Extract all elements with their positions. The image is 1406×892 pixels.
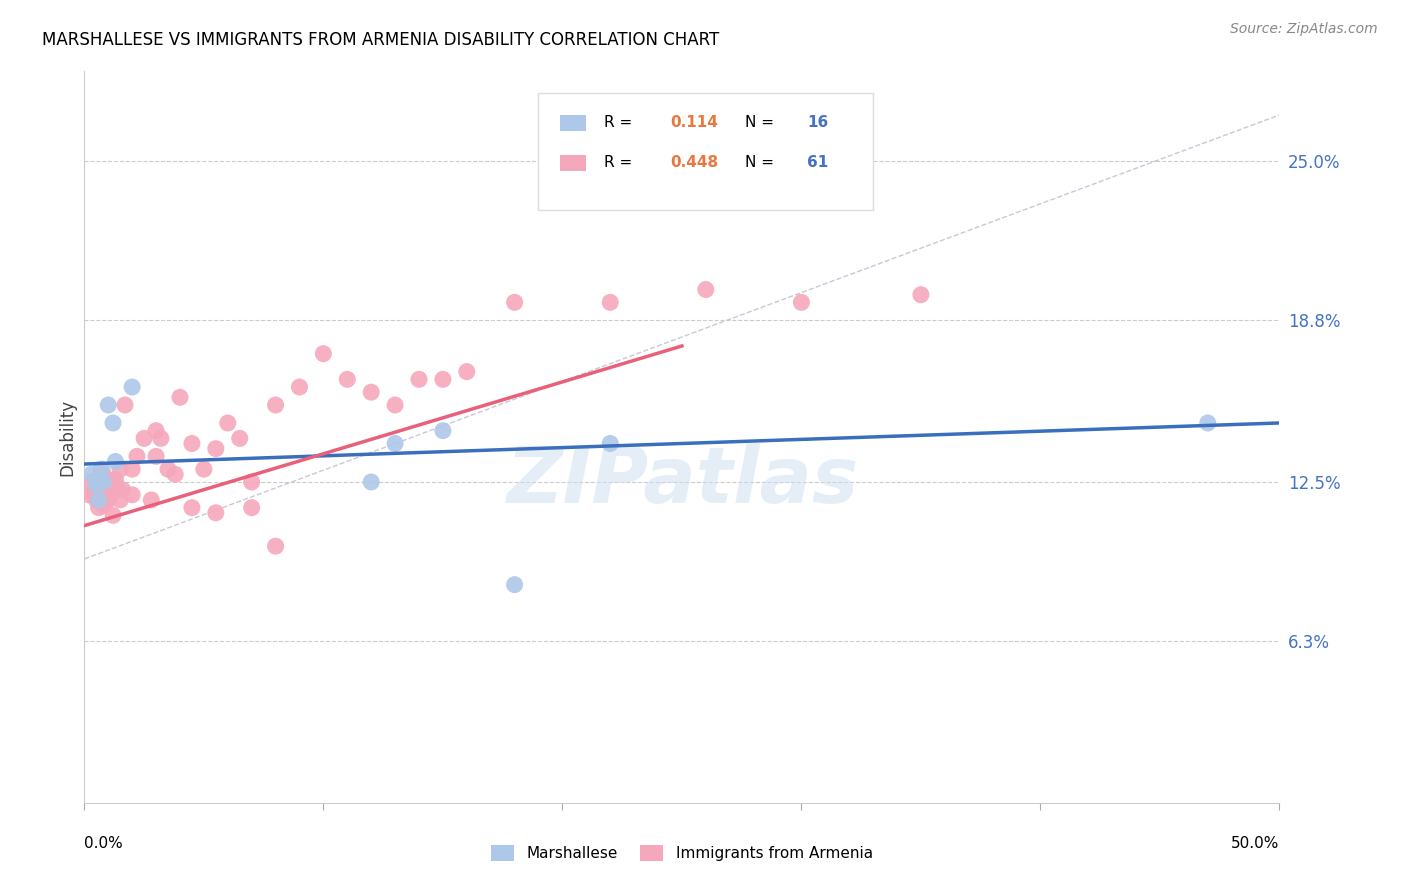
Point xyxy=(599,295,621,310)
Point xyxy=(264,539,287,553)
Point xyxy=(599,436,621,450)
Point xyxy=(695,283,717,297)
Point xyxy=(86,492,108,507)
Point xyxy=(360,475,382,489)
Point xyxy=(165,467,187,482)
Point xyxy=(97,485,120,500)
Point xyxy=(121,380,143,394)
Text: N =: N = xyxy=(745,115,775,130)
Point xyxy=(90,462,112,476)
Point xyxy=(229,431,252,445)
Point xyxy=(121,488,143,502)
Text: R =: R = xyxy=(605,115,633,130)
Point xyxy=(100,488,122,502)
Point xyxy=(125,450,148,464)
Point xyxy=(93,488,115,502)
FancyBboxPatch shape xyxy=(538,94,873,211)
Text: 50.0%: 50.0% xyxy=(1232,836,1279,851)
Point xyxy=(111,483,134,497)
Point xyxy=(94,492,117,507)
Point xyxy=(107,483,129,497)
FancyBboxPatch shape xyxy=(560,114,586,130)
Point xyxy=(93,467,115,482)
Point xyxy=(141,492,163,507)
Point xyxy=(134,431,156,445)
Point xyxy=(217,416,239,430)
Point xyxy=(86,483,108,497)
Point xyxy=(104,472,127,486)
Point xyxy=(240,475,263,489)
Text: N =: N = xyxy=(745,155,775,170)
Point xyxy=(312,346,335,360)
Point xyxy=(87,477,110,491)
Point xyxy=(503,577,526,591)
Text: 16: 16 xyxy=(807,115,828,130)
Point xyxy=(240,500,263,515)
Text: MARSHALLESE VS IMMIGRANTS FROM ARMENIA DISABILITY CORRELATION CHART: MARSHALLESE VS IMMIGRANTS FROM ARMENIA D… xyxy=(42,31,720,49)
Point xyxy=(97,398,120,412)
Point xyxy=(94,475,117,489)
FancyBboxPatch shape xyxy=(560,154,586,171)
Point xyxy=(145,424,167,438)
Point xyxy=(384,436,406,450)
Point xyxy=(80,475,103,489)
Point xyxy=(181,436,204,450)
Text: 0.448: 0.448 xyxy=(671,155,718,170)
Point xyxy=(110,492,132,507)
Point xyxy=(87,492,110,507)
Point xyxy=(149,431,172,445)
Point xyxy=(93,498,115,512)
Point xyxy=(205,506,228,520)
Text: 0.0%: 0.0% xyxy=(84,836,124,851)
Point xyxy=(181,500,204,515)
Point xyxy=(110,462,132,476)
Point xyxy=(87,475,110,489)
Text: Source: ZipAtlas.com: Source: ZipAtlas.com xyxy=(1230,22,1378,37)
Point xyxy=(408,372,430,386)
Point xyxy=(169,390,191,404)
Text: 0.114: 0.114 xyxy=(671,115,718,130)
Point xyxy=(101,475,124,489)
Point xyxy=(790,295,813,310)
Point xyxy=(157,462,180,476)
Point xyxy=(90,492,112,507)
Legend: Marshallese, Immigrants from Armenia: Marshallese, Immigrants from Armenia xyxy=(491,845,873,861)
Point xyxy=(193,462,215,476)
Point xyxy=(264,398,287,412)
Point xyxy=(101,508,124,523)
Point xyxy=(90,483,112,497)
Point xyxy=(1197,416,1219,430)
Point xyxy=(432,424,454,438)
Point xyxy=(432,372,454,386)
Point xyxy=(910,287,932,301)
Point xyxy=(456,365,478,379)
Text: 61: 61 xyxy=(807,155,828,170)
Point xyxy=(86,477,108,491)
Point xyxy=(121,462,143,476)
Text: R =: R = xyxy=(605,155,633,170)
Point xyxy=(205,442,228,456)
Point xyxy=(97,492,120,507)
Point xyxy=(384,398,406,412)
Point xyxy=(336,372,359,386)
Y-axis label: Disability: Disability xyxy=(58,399,76,475)
Point xyxy=(87,500,110,515)
Point xyxy=(503,295,526,310)
Point xyxy=(90,467,112,482)
Point xyxy=(101,416,124,430)
Point xyxy=(360,385,382,400)
Point xyxy=(599,116,621,130)
Point xyxy=(114,398,136,412)
Point xyxy=(83,488,105,502)
Point xyxy=(288,380,311,394)
Point xyxy=(77,488,100,502)
Text: ZIPatlas: ZIPatlas xyxy=(506,443,858,519)
Point xyxy=(93,475,115,489)
Point xyxy=(104,454,127,468)
Point xyxy=(145,450,167,464)
Point xyxy=(80,467,103,482)
